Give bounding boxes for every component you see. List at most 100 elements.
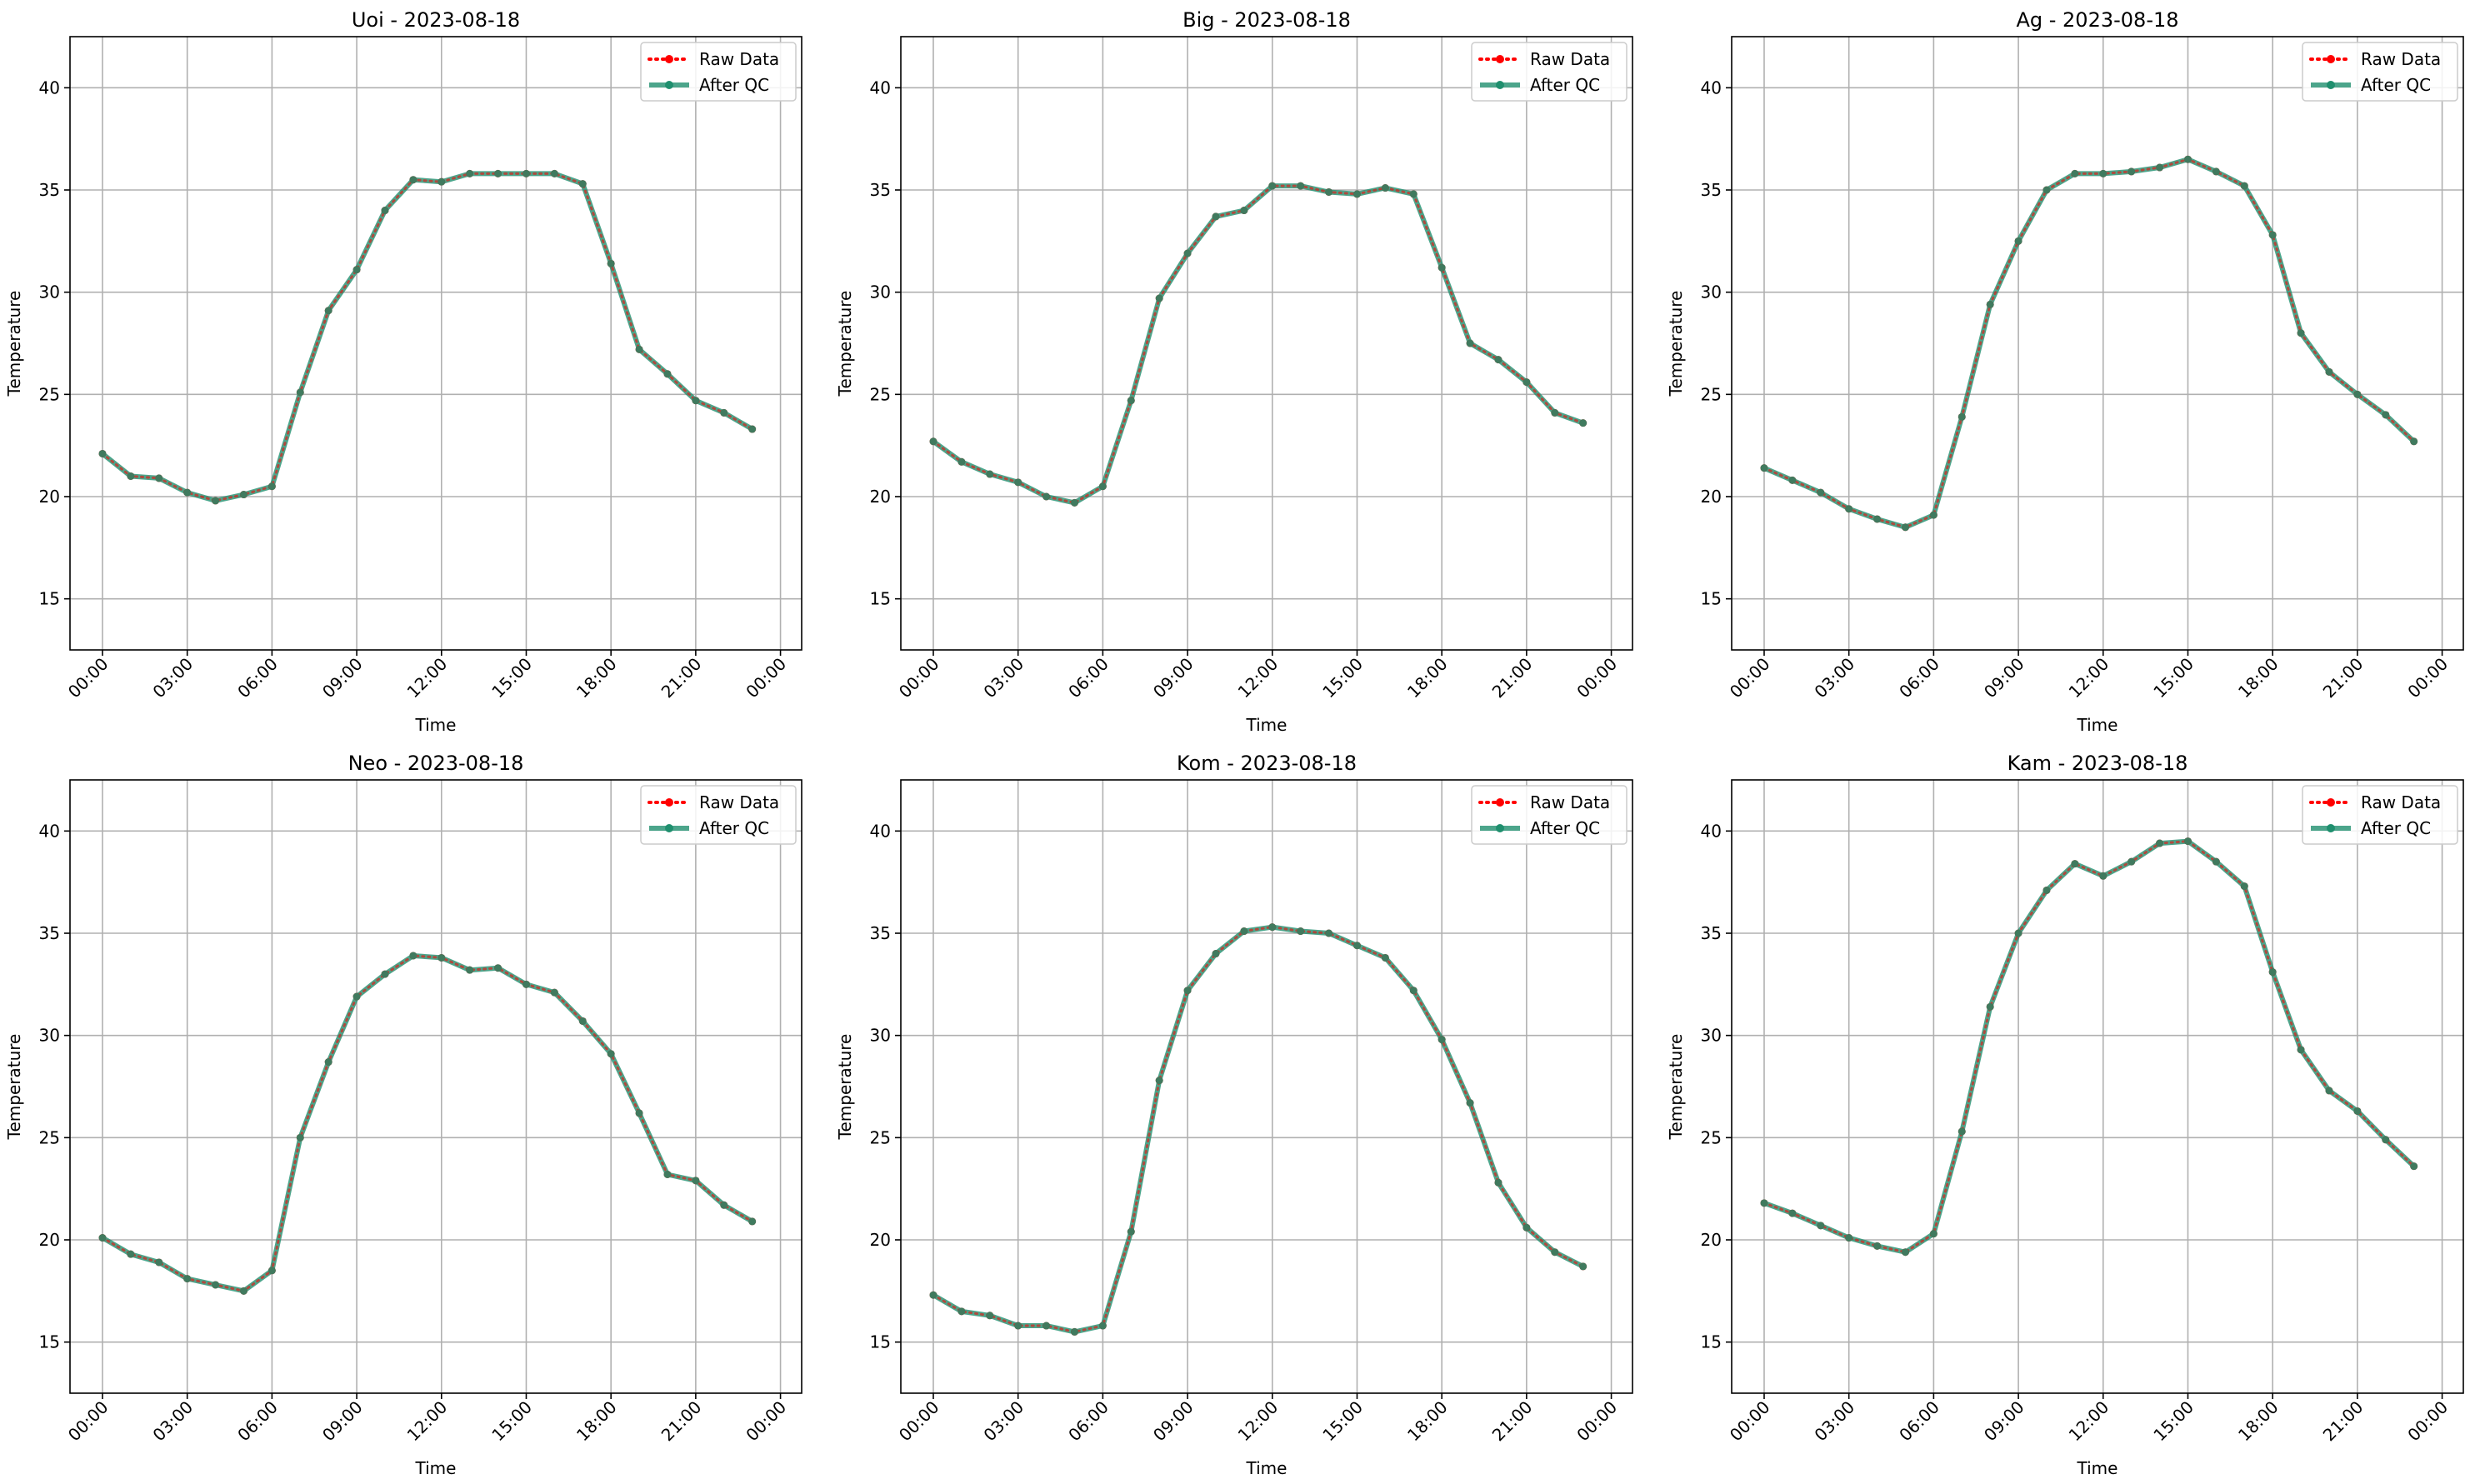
axes-frame	[900, 36, 1633, 651]
data-point-after-qc	[2353, 1107, 2362, 1115]
data-point-after-qc	[155, 474, 163, 482]
data-point-after-qc	[183, 1275, 192, 1283]
data-point-after-qc	[1127, 397, 1135, 405]
data-point-after-qc	[296, 388, 304, 397]
x-tick-label: 21:00	[658, 1397, 706, 1446]
x-tick-label: 00:00	[2403, 654, 2452, 702]
data-point-after-qc	[1070, 1327, 1078, 1336]
legend-marker-raw-data	[1496, 798, 1504, 807]
x-tick-label: 03:00	[148, 654, 197, 702]
data-point-after-qc	[1522, 378, 1531, 387]
data-point-after-qc	[1466, 339, 1474, 347]
data-point-after-qc	[324, 1058, 332, 1067]
data-point-after-qc	[550, 988, 558, 997]
legend: Raw Data After QC	[1471, 785, 1628, 845]
data-point-after-qc	[720, 1201, 728, 1209]
data-point-after-qc	[324, 307, 332, 315]
x-tick-label: 21:00	[1488, 654, 1537, 702]
data-point-after-qc	[1381, 184, 1389, 192]
data-point-after-qc	[1845, 505, 1853, 513]
y-tick-label: 35	[1701, 923, 1722, 943]
data-point-after-qc	[692, 1177, 700, 1185]
data-point-after-qc	[1986, 1002, 1994, 1011]
data-point-after-qc	[2325, 1087, 2333, 1095]
x-axis-label: Time	[1246, 715, 1288, 735]
data-point-after-qc	[381, 207, 389, 215]
panel-1: 15 20 25 30 35 40 00:00 03:00 06:00 09:00 12:00 15:…	[4, 8, 802, 735]
x-tick-label: 03:00	[1810, 1397, 1858, 1446]
legend-label-raw-data: Raw Data	[1530, 49, 1610, 69]
data-point-after-qc	[1268, 923, 1277, 932]
data-point-after-qc	[212, 497, 220, 505]
data-point-after-qc	[296, 1133, 304, 1142]
legend-marker-after-qc	[1496, 824, 1504, 832]
x-tick-label: 12:00	[403, 1397, 452, 1446]
series-line-after-qc	[932, 183, 1584, 506]
data-point-after-qc	[1127, 1227, 1135, 1236]
x-tick-label: 00:00	[895, 1397, 943, 1446]
y-tick-label: 30	[39, 282, 60, 302]
x-axis-label: Time	[2077, 715, 2118, 735]
data-point-after-qc	[929, 437, 938, 446]
y-axis-label: Temperature	[835, 291, 855, 397]
data-point-after-qc	[438, 177, 446, 186]
x-tick-label: 18:00	[2234, 654, 2282, 702]
x-tick-label: 12:00	[403, 654, 452, 702]
data-point-after-qc	[2071, 169, 2079, 177]
x-tick-label: 12:00	[1234, 1397, 1282, 1446]
x-tick-label: 03:00	[979, 654, 1028, 702]
data-point-after-qc	[1381, 953, 1389, 962]
data-point-after-qc	[1042, 1322, 1051, 1330]
y-tick-label: 25	[870, 384, 891, 404]
legend: Raw Data After QC	[2302, 42, 2458, 102]
x-tick-label: 18:00	[1403, 1397, 1452, 1446]
x-axis-label: Time	[2077, 1458, 2118, 1478]
x-axis-label: Time	[415, 715, 457, 735]
x-tick-label: 06:00	[233, 1397, 282, 1446]
y-tick-label: 35	[39, 180, 60, 200]
y-tick-label: 15	[1701, 1332, 1722, 1352]
axes-frame	[1731, 36, 2464, 651]
data-point-after-qc	[1352, 942, 1361, 950]
data-point-after-qc	[2183, 837, 2192, 846]
data-point-after-qc	[1788, 476, 1797, 484]
data-point-after-qc	[1042, 492, 1051, 501]
data-point-after-qc	[1212, 212, 1220, 221]
y-axis-label: Temperature	[4, 291, 24, 397]
data-point-after-qc	[1438, 1036, 1446, 1044]
data-point-after-qc	[409, 952, 418, 960]
data-point-after-qc	[466, 966, 474, 974]
data-point-after-qc	[1817, 1222, 1825, 1230]
y-tick-label: 40	[39, 821, 60, 841]
data-point-after-qc	[1986, 300, 1994, 308]
data-point-after-qc	[1845, 1234, 1853, 1242]
data-point-after-qc	[522, 980, 530, 988]
x-tick-label: 00:00	[742, 1397, 790, 1446]
data-point-after-qc	[1325, 187, 1333, 196]
data-point-after-qc	[748, 425, 757, 433]
legend-marker-after-qc	[665, 81, 673, 89]
data-point-after-qc	[1579, 1262, 1588, 1271]
x-tick-label: 18:00	[572, 654, 621, 702]
y-tick-label: 25	[870, 1127, 891, 1147]
legend-marker-raw-data	[2327, 798, 2335, 807]
data-point-after-qc	[1958, 412, 1966, 421]
x-tick-label: 00:00	[1726, 1397, 1774, 1446]
x-tick-label: 00:00	[895, 654, 943, 702]
x-tick-label: 06:00	[233, 654, 282, 702]
x-tick-label: 09:00	[1149, 654, 1198, 702]
data-point-after-qc	[958, 1307, 966, 1316]
data-point-after-qc	[1352, 190, 1361, 198]
data-point-after-qc	[2325, 367, 2333, 376]
data-point-after-qc	[1551, 408, 1559, 417]
data-point-after-qc	[2212, 167, 2220, 176]
data-point-after-qc	[1873, 1242, 1882, 1250]
data-point-after-qc	[2297, 1046, 2305, 1054]
x-tick-label: 12:00	[2065, 1397, 2113, 1446]
data-point-after-qc	[663, 1170, 672, 1178]
data-point-after-qc	[409, 176, 418, 184]
x-tick-label: 03:00	[979, 1397, 1028, 1446]
x-tick-label: 18:00	[1403, 654, 1452, 702]
y-tick-label: 30	[39, 1026, 60, 1046]
x-tick-label: 18:00	[572, 1397, 621, 1446]
